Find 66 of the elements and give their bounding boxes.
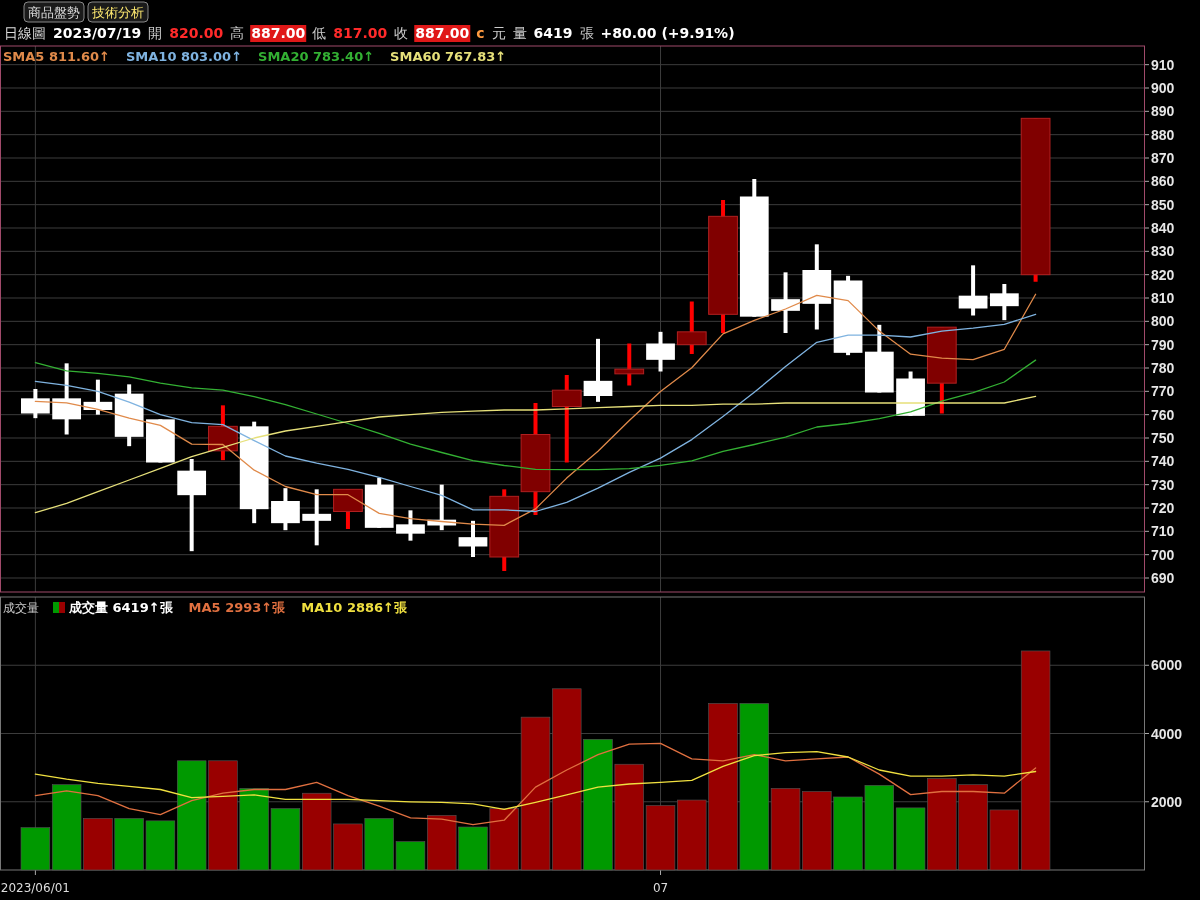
text: 887.00 bbox=[251, 25, 306, 41]
line-series bbox=[34, 395, 1037, 514]
y-tick-label: 880 bbox=[1151, 126, 1175, 143]
y-tick-label: 910 bbox=[1151, 56, 1175, 73]
text: c bbox=[476, 25, 485, 41]
y-tick-label: 820 bbox=[1151, 266, 1175, 283]
chart-title: 成交量 bbox=[3, 601, 39, 615]
y-tick-label: 790 bbox=[1151, 336, 1175, 353]
text: 820.00 bbox=[169, 25, 224, 41]
y-tick-label: 860 bbox=[1151, 173, 1175, 190]
text: 張 bbox=[579, 25, 594, 41]
bar bbox=[20, 827, 51, 871]
y-tick-label: 890 bbox=[1151, 103, 1175, 120]
text: SMA60 767.83↑ bbox=[390, 49, 507, 64]
candlestick bbox=[551, 375, 582, 463]
y-tick-label: 810 bbox=[1151, 290, 1175, 306]
y-tick-label: 730 bbox=[1151, 476, 1175, 493]
y-tick-label: 830 bbox=[1151, 243, 1175, 260]
y-tick-label: 780 bbox=[1151, 360, 1175, 376]
y-tick-label: 690 bbox=[1151, 570, 1175, 586]
text: 817.00 bbox=[333, 25, 388, 41]
text: 收 bbox=[394, 25, 409, 41]
y-tick-label: 700 bbox=[1151, 546, 1175, 563]
x-tick-label: 07 bbox=[652, 881, 669, 895]
y-tick-label: 710 bbox=[1151, 523, 1175, 540]
text: 高 bbox=[230, 25, 245, 41]
line-series bbox=[34, 742, 1037, 826]
text: 技術分析 bbox=[91, 5, 144, 20]
text: 887.00 bbox=[415, 25, 470, 41]
y-tick-label: 850 bbox=[1151, 196, 1175, 213]
y-tick-label: 840 bbox=[1151, 220, 1175, 236]
text: MA5 2993↑張 bbox=[188, 600, 287, 615]
x-tick-label: 2023/06/01 bbox=[0, 881, 70, 895]
candlestick bbox=[583, 338, 613, 402]
line-series bbox=[34, 750, 1037, 810]
bar bbox=[1020, 650, 1051, 871]
candlestick bbox=[396, 510, 425, 541]
y-tick-label: 770 bbox=[1151, 383, 1175, 400]
text: SMA20 783.40↑ bbox=[258, 49, 375, 64]
candlestick bbox=[302, 489, 332, 546]
y-tick-label: 750 bbox=[1151, 430, 1175, 446]
text: 低 bbox=[312, 25, 327, 41]
text: 開 bbox=[148, 25, 163, 41]
text: +80.00 (+9.91%) bbox=[600, 25, 735, 41]
legend-label: 成交量 6419↑張 bbox=[68, 600, 174, 615]
text: 量 bbox=[512, 25, 527, 41]
y-tick-label: 720 bbox=[1151, 500, 1175, 516]
y-tick-label: 870 bbox=[1151, 150, 1175, 166]
y-tick-label: 740 bbox=[1151, 453, 1175, 470]
y-tick-label: 6000 bbox=[1151, 657, 1183, 674]
y-tick-label: 900 bbox=[1151, 80, 1175, 96]
y-tick-label: 800 bbox=[1151, 313, 1175, 330]
text: 元 bbox=[491, 25, 506, 41]
y-tick-label: 4000 bbox=[1151, 725, 1183, 742]
candlestick bbox=[771, 272, 800, 333]
y-tick-label: 2000 bbox=[1151, 793, 1183, 810]
text: 商品盤勢 bbox=[28, 5, 80, 20]
text: 日線圖 bbox=[4, 25, 46, 41]
text: 6419 bbox=[533, 25, 573, 41]
text: MA10 2886↑張 bbox=[301, 600, 408, 615]
y-tick-label: 760 bbox=[1151, 406, 1175, 423]
text: 2023/07/19 bbox=[53, 25, 142, 41]
line-series bbox=[34, 359, 1037, 471]
text: SMA5 811.60↑ bbox=[3, 49, 110, 64]
text: SMA10 803.00↑ bbox=[126, 49, 243, 64]
candlestick bbox=[458, 520, 488, 557]
